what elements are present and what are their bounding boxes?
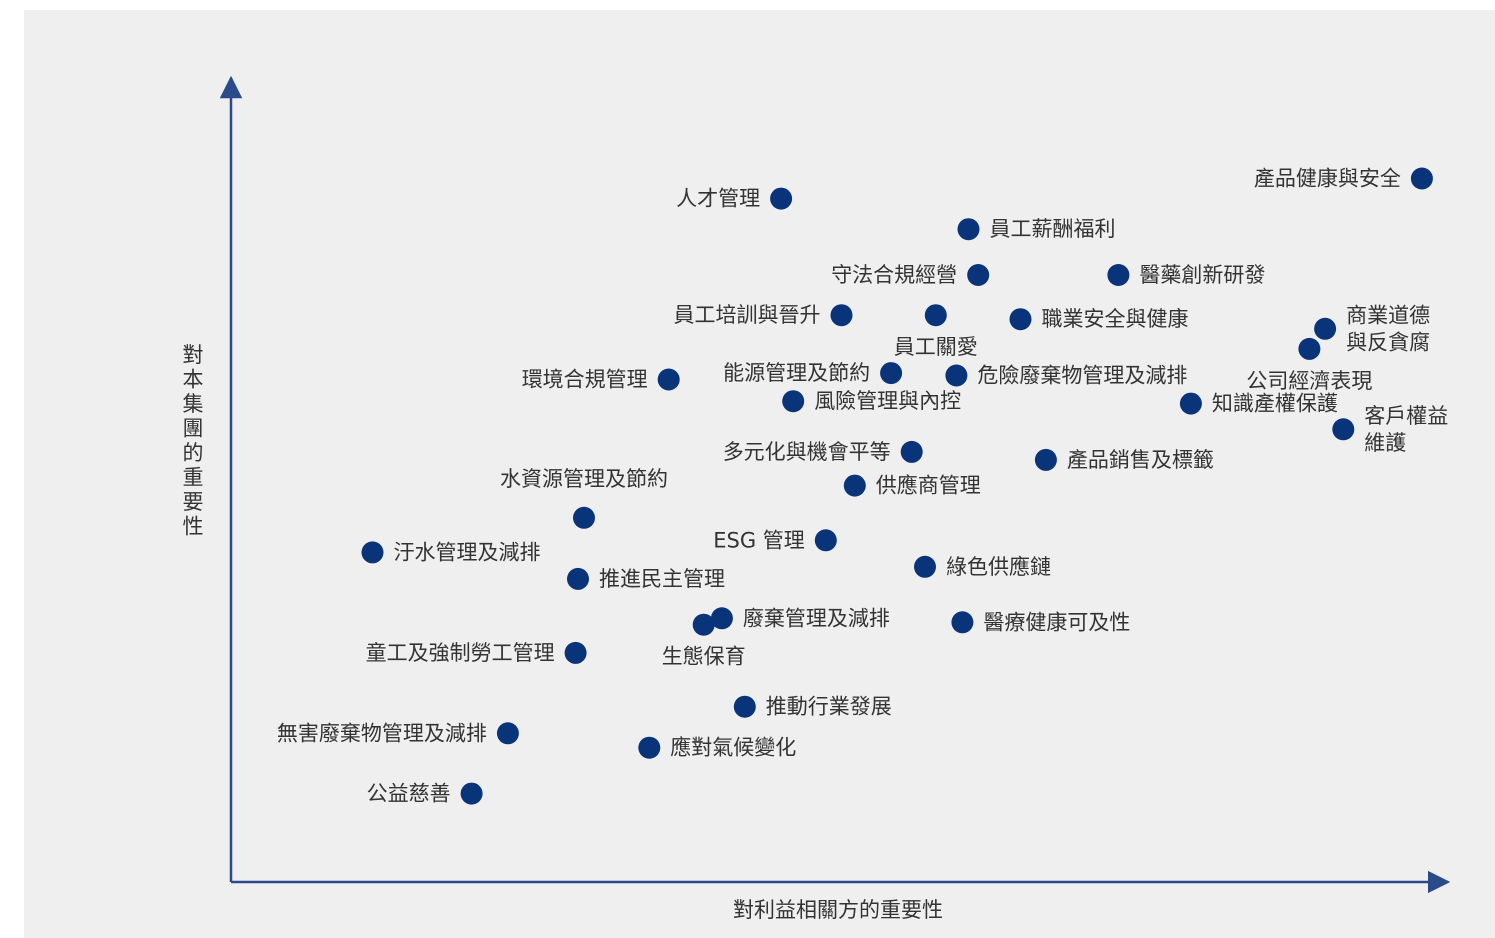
data-point-label: 多元化與機會平等 [723, 440, 891, 464]
data-point [924, 304, 947, 327]
data-point [770, 187, 793, 210]
data-point-label: 綠色供應鏈 [946, 555, 1051, 579]
data-point [843, 474, 866, 497]
data-point [957, 218, 980, 241]
data-point [573, 506, 595, 529]
data-point-label: 廢棄管理及減排 [743, 606, 890, 630]
data-point [692, 613, 715, 636]
data-point-label: 能源管理及節約 [723, 361, 870, 385]
data-point [567, 567, 589, 590]
data-point [1034, 448, 1057, 471]
data-point-label: 人才管理 [676, 187, 760, 211]
data-point-label: 應對氣候變化 [670, 736, 796, 760]
data-point-label: 公益慈善 [367, 782, 451, 806]
data-point [1332, 418, 1355, 441]
data-point [782, 390, 805, 413]
data-point [814, 529, 837, 552]
data-point [496, 722, 519, 745]
data-point-label: 推動行業發展 [766, 695, 892, 719]
data-point-label: 商業道德與反貪腐 [1346, 303, 1430, 354]
data-point [900, 440, 923, 463]
data-point [1410, 167, 1433, 190]
chart-panel [24, 10, 1495, 938]
data-point [1107, 264, 1130, 286]
data-point [967, 264, 990, 286]
data-point [1298, 337, 1321, 360]
data-point-label: 危險廢棄物管理及減排 [977, 364, 1187, 388]
data-point-label: 醫療健康可及性 [983, 610, 1130, 634]
data-point-label: 知識產權保護 [1212, 392, 1338, 416]
data-point-label: 環境合規管理 [522, 368, 648, 392]
data-point-label: 水資源管理及節約 [500, 467, 668, 491]
x-axis-title: 對利益相關方的重要性 [733, 898, 943, 922]
data-point-label: 客戶權益維護 [1364, 404, 1448, 455]
data-point-label: 汙水管理及減排 [394, 540, 541, 564]
data-point [361, 541, 384, 564]
data-point [657, 368, 680, 391]
data-point-label: 推進民主管理 [599, 567, 725, 591]
data-point [880, 362, 903, 385]
data-point-label: 生態保育 [662, 645, 746, 669]
y-axis-title: 對本集團的重要性 [183, 343, 204, 539]
data-point-label: 產品健康與安全 [1254, 167, 1401, 191]
data-point-label: 產品銷售及標籤 [1067, 448, 1214, 472]
data-point-label: 員工關愛 [894, 335, 978, 359]
data-point-label: 童工及強制勞工管理 [366, 641, 555, 665]
data-point-label: ESG 管理 [713, 528, 805, 552]
data-point-label: 員工薪酬福利 [990, 217, 1116, 241]
data-point-label: 公司經濟表現 [1246, 369, 1372, 393]
data-point-label: 風險管理與內控 [814, 389, 961, 413]
data-point [830, 304, 853, 327]
y-axis-title-text: 對本集團的重要性 [183, 343, 204, 539]
data-point [710, 607, 733, 630]
data-point-label: 供應商管理 [876, 474, 981, 498]
data-point-label: 無害廢棄物管理及減排 [277, 721, 487, 745]
data-point [1179, 392, 1202, 415]
data-point [914, 555, 936, 578]
data-point [733, 695, 756, 718]
data-point-label: 員工培訓與晉升 [674, 303, 821, 327]
data-point [564, 641, 587, 664]
data-point [1009, 308, 1032, 331]
data-point-label: 守法合規經營 [831, 263, 957, 287]
data-point [951, 611, 974, 634]
data-point-label: 職業安全與健康 [1042, 307, 1189, 331]
data-point-label: 醫藥創新研發 [1139, 263, 1265, 287]
data-point [638, 736, 661, 759]
data-point [460, 782, 483, 805]
data-point [1314, 317, 1337, 340]
data-point [945, 364, 968, 387]
